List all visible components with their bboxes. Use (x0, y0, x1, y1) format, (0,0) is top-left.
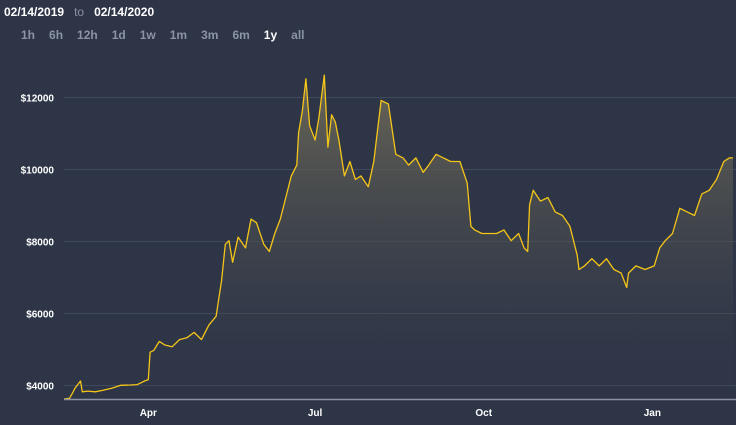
date-range: 02/14/2019 to 02/14/2020 (4, 4, 154, 20)
range-button-1w[interactable]: 1w (139, 28, 156, 42)
range-button-1h[interactable]: 1h (21, 28, 36, 42)
x-tick-label-jan: Jan (644, 408, 661, 419)
x-tick-label-oct: Oct (475, 408, 492, 419)
range-button-1m[interactable]: 1m (169, 28, 188, 42)
x-tick-label-jul: Jul (308, 408, 323, 419)
range-button-1y[interactable]: 1y (263, 28, 278, 42)
y-tick-label-6000: $6000 (26, 310, 54, 321)
price-line[interactable] (63, 74, 733, 400)
range-button-12h[interactable]: 12h (77, 28, 98, 42)
range-button-3m[interactable]: 3m (201, 28, 219, 42)
range-button-6h[interactable]: 6h (49, 28, 64, 42)
range-button-all[interactable]: all (291, 28, 305, 42)
date-from[interactable]: 02/14/2019 (4, 5, 65, 19)
date-separator: to (74, 5, 85, 19)
y-tick-label-10000: $10000 (21, 166, 55, 177)
time-range-selector: 1h 6h 12h 1d 1w 1m 3m 6m 1y all (21, 27, 318, 43)
range-button-1d[interactable]: 1d (111, 28, 126, 42)
date-to[interactable]: 02/14/2020 (94, 5, 155, 19)
y-tick-label-4000: $4000 (26, 382, 54, 393)
range-button-6m[interactable]: 6m (232, 28, 250, 42)
x-tick-label-apr: Apr (140, 408, 157, 419)
y-tick-label-8000: $8000 (26, 238, 54, 249)
price-area (64, 75, 733, 400)
y-tick-label-12000: $12000 (21, 94, 55, 105)
